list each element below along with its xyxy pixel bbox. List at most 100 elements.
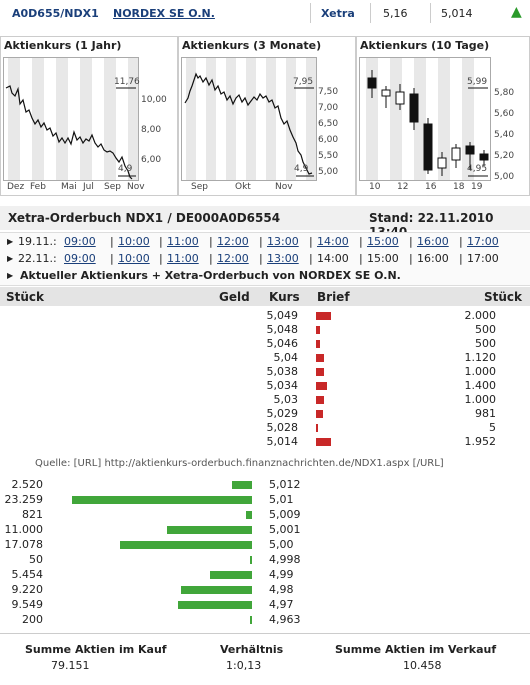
ask-volume-bar [316, 354, 324, 362]
sum-buy-value: 79.151 [51, 659, 90, 672]
y-tick-label: 5,00 [494, 172, 515, 182]
x-tick-label: 16 [425, 182, 437, 192]
x-tick-label: Sep [104, 182, 121, 192]
ask-volume-bar [316, 410, 323, 418]
chart-title: Aktienkurs (1 Jahr) [4, 39, 122, 52]
bid-volume-bar [72, 496, 252, 504]
bid-price: 4,963 [269, 613, 301, 626]
quote-header: A0D655/NDX1 NORDEX SE O.N. Xetra 5,16 5,… [0, 0, 530, 26]
stock-name-link[interactable]: NORDEX SE O.N. [113, 7, 215, 20]
chart-high-label: 11,76 [114, 77, 140, 87]
sum-buy-label: Summe Aktien im Kauf [25, 643, 167, 656]
y-tick-label: 7,00 [318, 103, 339, 113]
y-tick-label: 7,50 [318, 87, 339, 97]
snapshot-link[interactable]: 12:00 [217, 235, 249, 248]
y-tick-label: 5,00 [318, 167, 339, 177]
bid-quantity: 11.000 [4, 523, 44, 536]
ask-price: 5,03 [273, 393, 299, 406]
chart-high-label: 5,99 [467, 77, 488, 87]
bid-price: 5,00 [269, 538, 294, 551]
ask-price: 5,038 [266, 365, 299, 378]
ask-volume-bar [316, 438, 331, 446]
snapshot-link[interactable]: 10:00 [118, 252, 150, 265]
chart-3-months[interactable]: Aktienkurs (3 Monate) 7,95 4,9 7,50 7,00… [178, 36, 356, 196]
x-tick-label: Jul [83, 182, 94, 192]
bid-price: 4,998 [269, 553, 301, 566]
snapshot-time: 15:00 [367, 252, 399, 265]
snapshot-link[interactable]: 13:00 [267, 252, 299, 265]
sum-sell-label: Summe Aktien im Verkauf [335, 643, 497, 656]
snapshot-link[interactable]: 16:00 [417, 235, 449, 248]
snapshot-link[interactable]: 14:00 [317, 235, 349, 248]
ask-price: 5,048 [266, 323, 299, 336]
snapshot-link[interactable]: 15:00 [367, 235, 399, 248]
divider [370, 3, 371, 23]
change-value: 5,16 [383, 7, 408, 20]
snapshot-date: 19.11.: [18, 235, 57, 248]
snapshot-link[interactable]: 11:00 [167, 235, 199, 248]
x-tick-label: Nov [127, 182, 145, 192]
ratio-value: 1:0,13 [226, 659, 262, 672]
ask-price: 5,04 [273, 351, 299, 364]
column-header-ask-qty: Stück [484, 290, 523, 304]
bid-volume-bar [232, 481, 252, 489]
bid-quantity: 200 [22, 613, 43, 626]
bid-quantity: 9.549 [11, 598, 44, 611]
bid-quantity: 23.259 [4, 493, 44, 506]
x-tick-label: Okt [235, 182, 251, 192]
chart-10-days-plot [359, 57, 491, 181]
bid-quantity: 821 [22, 508, 43, 521]
ask-quantity: 500 [475, 337, 496, 350]
x-tick-label: Sep [191, 182, 208, 192]
y-tick-label: 5,60 [494, 109, 515, 119]
bid-volume-bar [167, 526, 252, 534]
x-tick-label: Mai [61, 182, 77, 192]
ask-volume-bar [316, 396, 324, 404]
snapshot-link[interactable]: 11:00 [167, 252, 199, 265]
y-tick-label: 6,50 [318, 119, 339, 129]
arrow-right-icon: ▶ [7, 237, 14, 246]
chart-title: Aktienkurs (10 Tage) [360, 39, 490, 52]
snapshot-time: 16:00 [417, 252, 449, 265]
y-tick-label: 5,40 [494, 130, 515, 140]
ask-quantity: 2.000 [464, 309, 497, 322]
bid-price: 5,009 [269, 508, 301, 521]
bid-volume-bar [210, 571, 252, 579]
ask-quantity: 1.000 [464, 393, 497, 406]
ask-quantity: 1.120 [464, 351, 497, 364]
symbol-label: A0D655/NDX1 [12, 7, 99, 20]
snapshot-link[interactable]: 12:00 [217, 252, 249, 265]
ask-price: 5,014 [266, 435, 299, 448]
arrow-right-icon: ▶ [7, 271, 14, 280]
chart-3-months-plot [181, 57, 317, 181]
orderbook-header [0, 287, 530, 306]
chart-10-days[interactable]: Aktienkurs (10 Tage) 5,99 4,95 5,80 5,60… [356, 36, 530, 196]
bid-quantity: 5.454 [11, 568, 44, 581]
snapshot-link[interactable]: 09:00 [64, 235, 96, 248]
bid-quantity: 50 [29, 553, 43, 566]
y-tick-label: 5,80 [494, 88, 515, 98]
snapshot-link[interactable]: 17:00 [467, 235, 499, 248]
ask-quantity: 1.400 [464, 379, 497, 392]
bid-volume-bar [178, 601, 252, 609]
y-tick-label: 5,50 [318, 151, 339, 161]
snapshot-link[interactable]: 10:00 [118, 235, 150, 248]
ask-price: 5,046 [266, 337, 299, 350]
current-quote-link[interactable]: Aktueller Aktienkurs + Xetra-Orderbuch v… [20, 269, 401, 282]
sum-sell-value: 10.458 [403, 659, 442, 672]
ask-volume-bar [316, 424, 318, 432]
ratio-label: Verhältnis [220, 643, 284, 656]
ask-quantity: 1.000 [464, 365, 497, 378]
bid-price: 4,99 [269, 568, 294, 581]
exchange-label: Xetra [321, 7, 355, 20]
divider [430, 3, 431, 23]
snapshot-link[interactable]: 09:00 [64, 252, 96, 265]
bid-volume-bar [250, 556, 252, 564]
chart-1-year[interactable]: Aktienkurs (1 Jahr) 11,76 4,9 10,00 8,00… [0, 36, 178, 196]
orderbook-title-bar [0, 206, 530, 230]
chart-1-year-plot [3, 57, 139, 181]
snapshot-time: 14:00 [317, 252, 349, 265]
divider [310, 3, 311, 23]
snapshot-link[interactable]: 13:00 [267, 235, 299, 248]
bid-price: 5,001 [269, 523, 301, 536]
